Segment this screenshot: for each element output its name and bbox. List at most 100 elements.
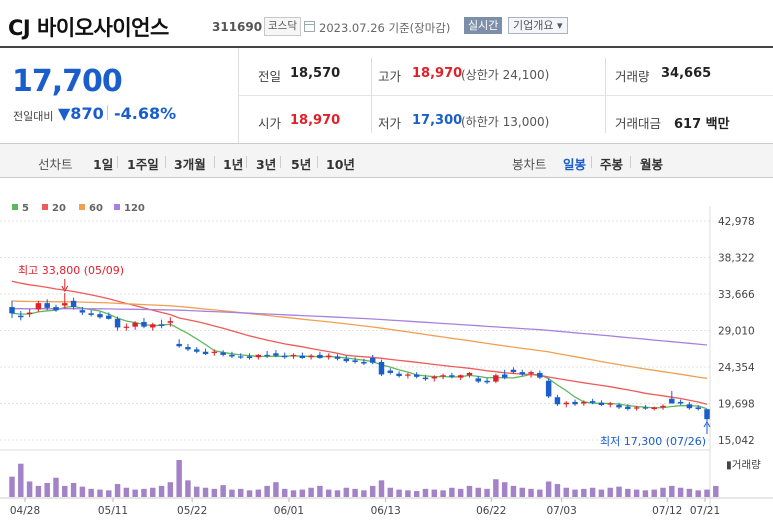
period-1w[interactable]: 1주일: [127, 157, 159, 172]
period-1y[interactable]: 1년: [223, 157, 244, 172]
candle-body: [290, 354, 297, 357]
y-tick-label: 29,010: [718, 326, 755, 338]
candle-body: [141, 321, 147, 327]
change-separator: [107, 105, 108, 120]
period-3y[interactable]: 3년: [256, 157, 277, 172]
candle-body: [202, 351, 209, 355]
stock-chart[interactable]: 5 20 60 120 42,978 38,322 33,666 29,010 24,3…: [0, 196, 773, 527]
volume-bar: [132, 489, 138, 497]
volume-bar: [475, 487, 481, 497]
candle-body: [114, 318, 121, 328]
volume-bar: [545, 481, 552, 497]
volume-bar: [150, 487, 156, 497]
realtime-button[interactable]: 실시간: [464, 17, 503, 34]
volume-bar: [537, 489, 543, 497]
candle-body: [9, 307, 15, 314]
candle-body: [493, 375, 499, 382]
high-value: 18,970: [412, 66, 463, 81]
volume-bar: [211, 488, 218, 497]
volume-bar: [79, 486, 86, 497]
volume-bar: [519, 487, 525, 497]
volume-bar: [26, 481, 33, 497]
low-arrow-head: [703, 421, 711, 428]
candle-body: [361, 361, 367, 364]
candle-chart-label: 봉차트: [512, 157, 547, 172]
low-annotation: 최저 17,300 (07/26): [600, 435, 706, 448]
legend-label-60: 60: [89, 203, 103, 214]
company-overview-dropdown[interactable]: 기업개요 ▾: [508, 17, 568, 34]
period-separator: [246, 156, 247, 168]
market-badge: 코스닥: [264, 17, 301, 36]
candle-body: [281, 355, 288, 358]
x-tick-label: 04/28: [10, 505, 40, 517]
candle-body: [457, 375, 464, 378]
x-tick-label: 06/01: [274, 505, 304, 517]
volume-bar: [484, 488, 490, 497]
candle-body: [176, 343, 182, 347]
upper-limit: (상한가 24,100): [461, 68, 550, 82]
candle-body: [475, 378, 481, 382]
lower-limit: (하한가 13,000): [461, 115, 550, 129]
y-tick-label: 42,978: [718, 216, 755, 228]
period-separator: [117, 156, 118, 168]
volume-bar: [114, 484, 121, 497]
change-label: 전일대비: [13, 110, 54, 123]
legend-swatch-5: [12, 204, 18, 210]
candle-weekly[interactable]: 주봉: [600, 157, 624, 172]
volume-bar: [88, 488, 94, 497]
volume-bar: [695, 490, 701, 497]
volume-value: 34,665: [661, 66, 712, 81]
volume-bar: [378, 480, 385, 497]
open-value: 18,970: [290, 113, 341, 128]
period-10y[interactable]: 10년: [326, 157, 355, 172]
period-separator: [630, 156, 631, 168]
period-3m[interactable]: 3개월: [174, 157, 206, 172]
period-5y[interactable]: 5년: [291, 157, 312, 172]
legend-swatch-120: [114, 204, 120, 210]
candle-body: [651, 407, 657, 409]
volume-bar: [387, 487, 394, 497]
candle-body: [220, 352, 226, 355]
volume-bar: [554, 484, 561, 497]
volume-bar: [141, 488, 147, 497]
volume-bar: [176, 460, 182, 497]
volume-bar: [70, 482, 77, 497]
volume-bar: [563, 487, 569, 497]
volume-bar: [158, 485, 165, 497]
ma-line-5: [11, 305, 708, 410]
volume-bar: [686, 488, 693, 497]
candle-body: [369, 358, 376, 363]
high-label: 고가: [378, 69, 402, 84]
volume-bar: [466, 485, 473, 497]
candle-monthly[interactable]: 월봉: [640, 157, 664, 172]
open-label: 시가: [258, 116, 282, 131]
volume-bar: [431, 489, 438, 497]
candle-body: [422, 377, 429, 380]
candle-body: [106, 315, 112, 319]
period-1d[interactable]: 1일: [93, 157, 114, 172]
candle-body: [18, 315, 24, 318]
volume-bar: [167, 482, 174, 497]
price-change: ▼870: [58, 104, 104, 123]
volume-bar: [581, 488, 587, 497]
legend-label-5: 5: [22, 203, 29, 214]
volume-bar: [106, 490, 112, 497]
candle-body: [413, 374, 420, 377]
volume-bar: [281, 488, 288, 497]
volume-bar: [325, 489, 332, 497]
volume-bar: [273, 482, 279, 497]
header-divider: [0, 46, 773, 48]
period-separator: [591, 156, 592, 168]
volume-bar: [53, 477, 59, 497]
volume-bar: [44, 482, 50, 497]
volume-bar: [255, 489, 262, 497]
candle-body: [589, 401, 596, 403]
volume-bar: [669, 485, 675, 497]
period-separator: [280, 156, 281, 168]
candle-body: [317, 354, 323, 359]
candle-daily[interactable]: 일봉: [563, 157, 587, 172]
candle-body: [501, 374, 508, 378]
candle-body: [194, 349, 200, 352]
period-separator: [165, 156, 166, 168]
volume-bar: [493, 479, 499, 497]
